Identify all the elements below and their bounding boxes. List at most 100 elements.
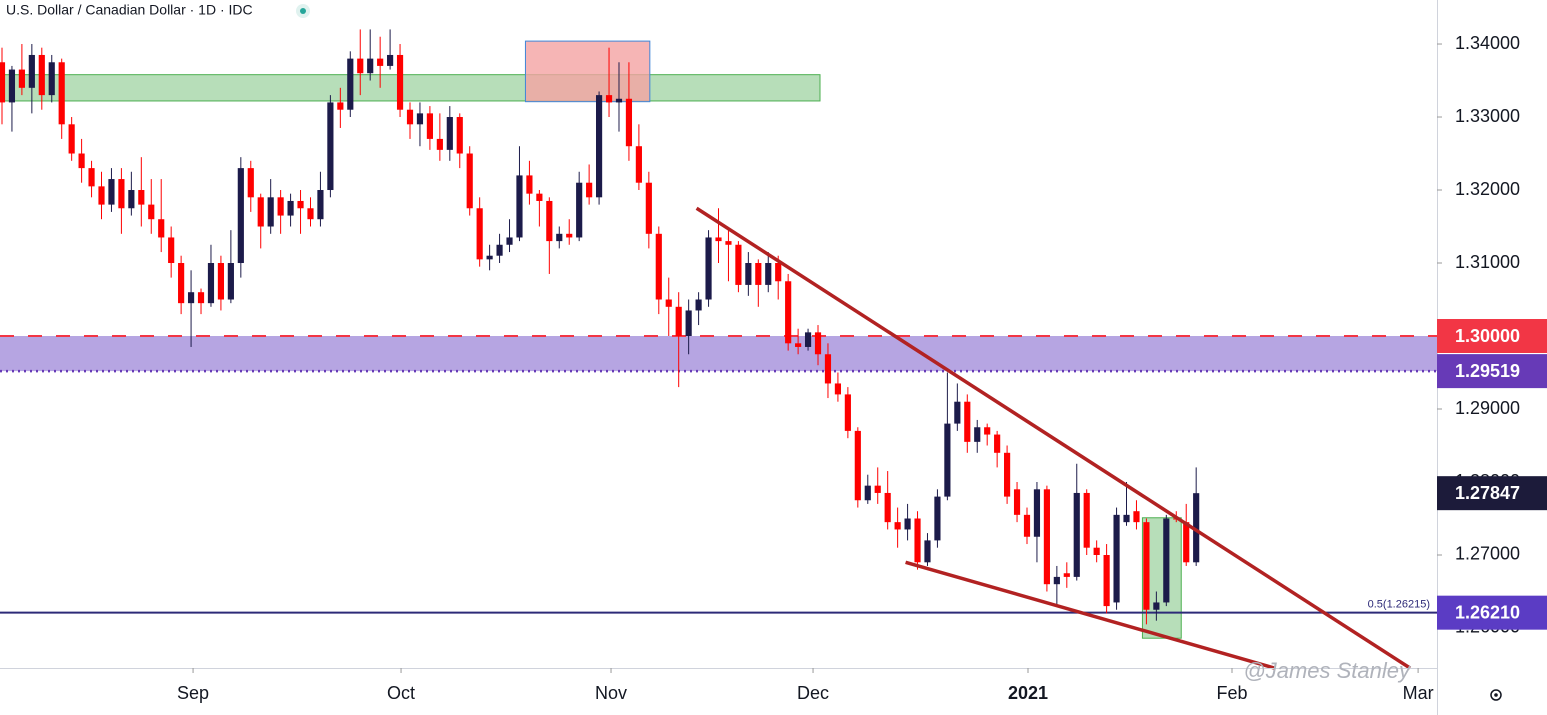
x-tick-label: Nov <box>595 683 627 703</box>
candle-body <box>635 146 642 183</box>
candle-body <box>168 237 175 264</box>
candle-body <box>466 153 473 209</box>
zone <box>524 40 651 103</box>
candle-body <box>625 98 633 147</box>
candle-body <box>546 200 553 242</box>
candle-body <box>396 54 404 110</box>
x-tick-label: 2021 <box>1008 683 1048 703</box>
candle-body <box>854 430 861 501</box>
candle-body <box>655 233 662 300</box>
candle-body <box>735 244 742 285</box>
candle-body <box>1083 492 1090 548</box>
candle-body <box>1073 492 1080 577</box>
candle-body <box>18 69 25 88</box>
candle-body <box>327 102 334 191</box>
candle-body <box>725 241 732 245</box>
candle-body <box>924 540 931 563</box>
candle-body <box>605 95 613 103</box>
candle-body <box>844 394 851 431</box>
candle-body <box>715 237 722 242</box>
candle-body <box>0 62 6 103</box>
candle-body <box>377 58 384 66</box>
candle-body <box>247 168 254 198</box>
candle-body <box>476 208 483 260</box>
price-tag <box>1437 476 1547 511</box>
candle-body <box>934 496 941 541</box>
candle-body <box>526 175 533 194</box>
candle-body <box>1093 547 1100 555</box>
candle-body <box>765 263 772 285</box>
candle-body <box>984 427 991 435</box>
candle-body <box>645 182 652 234</box>
candle-body <box>237 168 244 264</box>
candle-body <box>436 138 443 150</box>
candle-body <box>615 98 623 103</box>
candle-body <box>257 197 264 227</box>
candle-body <box>665 299 672 307</box>
candle-body <box>1023 514 1031 537</box>
candle-body <box>994 434 1001 453</box>
candle-body <box>834 383 842 395</box>
header-bg <box>0 0 300 22</box>
candle-body <box>227 263 234 300</box>
candle-body <box>964 401 971 442</box>
candle-body <box>197 292 205 304</box>
candle-body <box>28 54 35 88</box>
candle-body <box>357 58 364 74</box>
price-tag-label: 1.30000 <box>1455 326 1520 346</box>
candle-body <box>904 518 911 530</box>
price-tag-label: 1.27847 <box>1455 483 1520 503</box>
candle-body <box>406 109 414 125</box>
candle-body <box>954 401 961 424</box>
candle-body <box>207 263 215 304</box>
candle-body <box>566 233 573 238</box>
candle-body <box>48 62 55 96</box>
candle-body <box>1143 522 1150 610</box>
candle-body <box>516 175 523 238</box>
price-tag <box>1437 595 1547 630</box>
price-tag <box>1437 354 1547 389</box>
candle-body <box>387 54 394 66</box>
y-tick-label: 1.33000 <box>1455 106 1520 126</box>
y-tick-label: 1.32000 <box>1455 179 1520 199</box>
x-tick-label: Feb <box>1216 683 1247 703</box>
plot: 0.5(1.26215) <box>0 29 1437 670</box>
candle-body <box>785 281 792 344</box>
candle-body <box>1163 518 1170 603</box>
candle-body <box>595 95 603 198</box>
x-tick-label: Dec <box>797 683 829 703</box>
x-tick-label: Mar <box>1403 683 1434 703</box>
candle-body <box>1183 522 1190 563</box>
candle-body <box>108 179 115 205</box>
candle-body <box>1043 489 1050 585</box>
candle-body <box>416 113 424 125</box>
candle-body <box>745 263 752 285</box>
candle-body <box>287 200 294 216</box>
candle-body <box>1033 489 1041 537</box>
candle-body <box>755 263 762 285</box>
candle-body <box>824 354 832 384</box>
candle-body <box>1153 602 1160 610</box>
candle-body <box>1053 576 1060 585</box>
candle-body <box>974 427 981 442</box>
candle-body <box>864 485 871 501</box>
candle-body <box>556 233 563 242</box>
candle-body <box>307 208 314 220</box>
price-tag-label: 1.26210 <box>1455 602 1520 622</box>
candle-body <box>317 190 324 220</box>
x-tick-label: Oct <box>387 683 415 703</box>
candle-body <box>675 306 682 337</box>
y-tick-label: 1.29000 <box>1455 398 1520 418</box>
settings-icon[interactable] <box>1490 689 1502 701</box>
candle-body <box>78 153 85 169</box>
candle-body <box>426 113 433 139</box>
zone <box>0 74 821 102</box>
candle-body <box>68 124 75 154</box>
candle-body <box>1193 493 1200 563</box>
candle-body <box>496 244 503 256</box>
trendline <box>905 560 1276 670</box>
candle-body <box>486 255 493 260</box>
candle-body <box>118 179 125 209</box>
trendline <box>695 206 1412 670</box>
